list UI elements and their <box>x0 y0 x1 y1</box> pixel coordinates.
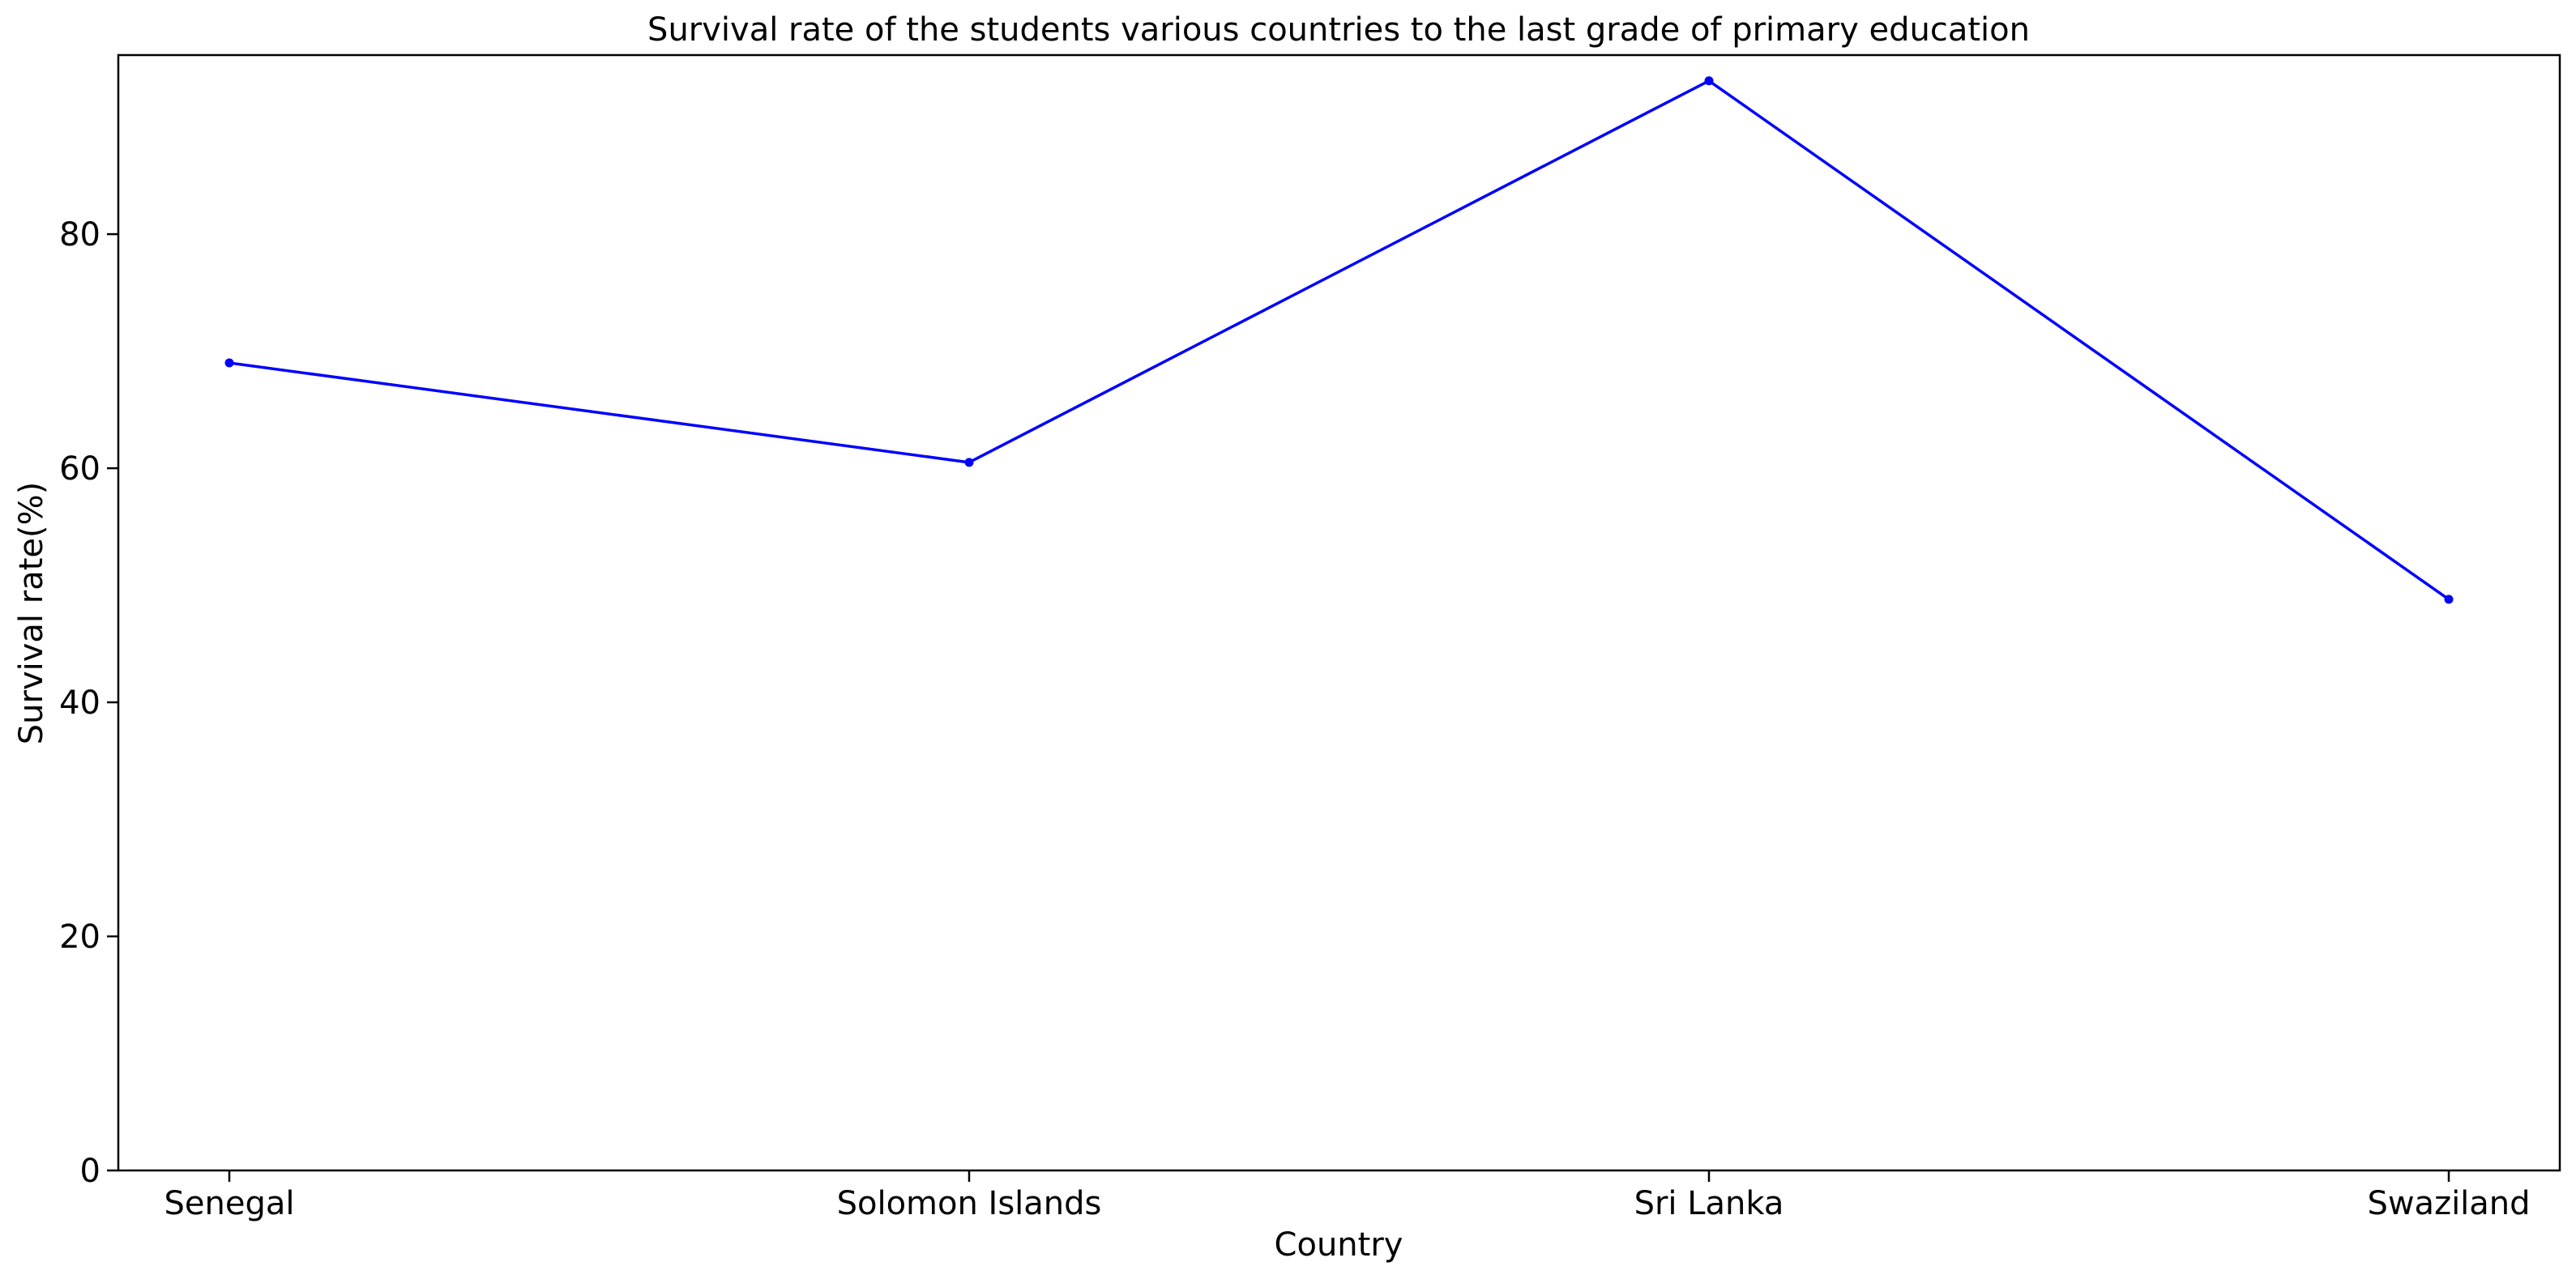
x-tick-label: Senegal <box>164 1185 295 1222</box>
y-tick-label: 40 <box>59 684 100 722</box>
plot-area-frame <box>117 53 2561 1172</box>
x-tick-label: Sri Lanka <box>1634 1185 1784 1222</box>
x-axis: Senegal Solomon Islands Sri Lanka Swaziland <box>164 1170 2531 1222</box>
y-tick-label: 0 <box>80 1153 100 1190</box>
y-tick-label: 60 <box>59 450 100 488</box>
series-layer <box>224 76 2454 604</box>
x-tick-label: Solomon Islands <box>837 1185 1102 1222</box>
x-axis-label: Country <box>1275 1226 1403 1264</box>
x-tick-label: Swaziland <box>2367 1185 2530 1222</box>
y-axis-label: Survival rate(%) <box>13 482 50 744</box>
series-line <box>229 79 2450 601</box>
data-point <box>964 458 974 467</box>
y-axis: 0 20 40 60 80 <box>59 216 118 1190</box>
data-point <box>1704 76 1714 86</box>
y-tick-label: 20 <box>59 919 100 956</box>
chart-title: Survival rate of the students various co… <box>647 11 2030 49</box>
data-point <box>2444 595 2454 604</box>
data-point <box>224 358 234 368</box>
y-tick-label: 80 <box>59 216 100 254</box>
